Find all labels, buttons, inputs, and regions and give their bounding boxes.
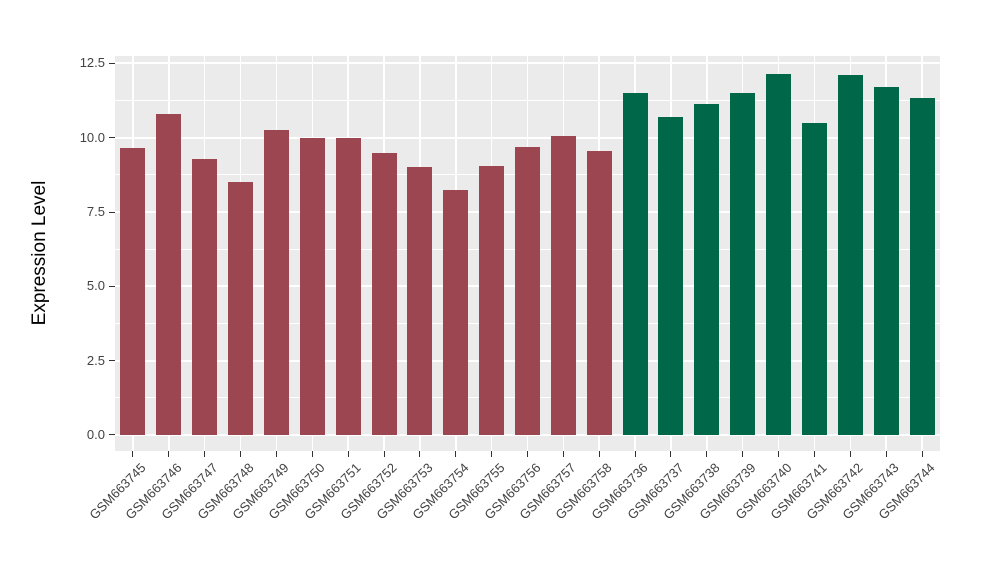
bar-gsm663739 [730, 93, 756, 435]
bar-gsm663749 [263, 130, 289, 435]
bar-gsm663744 [909, 97, 935, 435]
x-tick [204, 451, 206, 457]
y-tick-label: 12.5 [79, 55, 105, 71]
y-axis-title: Expression Level [29, 180, 50, 326]
x-tick [634, 451, 636, 457]
y-tick-label: 10.0 [79, 129, 105, 145]
y-tick-label: 0.0 [86, 426, 105, 442]
x-tick [921, 451, 923, 457]
y-tick-label: 2.5 [86, 352, 105, 368]
bar-gsm663737 [658, 116, 684, 435]
x-tick [419, 451, 421, 457]
x-tick [813, 451, 815, 457]
x-tick [527, 451, 528, 457]
bar-gsm663753 [407, 167, 433, 435]
y-tick [109, 137, 115, 139]
y-tick [109, 211, 115, 213]
bar-gsm663742 [837, 75, 863, 435]
x-tick [240, 451, 242, 457]
y-tick-label: 5.0 [86, 278, 105, 294]
y-tick [109, 360, 115, 362]
x-tick [275, 451, 277, 457]
x-tick [132, 451, 134, 457]
x-tick [742, 451, 744, 457]
bar-gsm663741 [801, 122, 827, 435]
x-tick [778, 451, 780, 457]
x-tick [562, 451, 564, 457]
bar-gsm663747 [192, 158, 218, 435]
bar-gsm663756 [515, 146, 540, 435]
bar-gsm663748 [228, 182, 254, 435]
bar-gsm663745 [120, 148, 146, 435]
x-tick [347, 451, 349, 457]
x-tick [311, 451, 313, 457]
y-tick [109, 62, 115, 64]
x-tick [383, 451, 385, 457]
bar-gsm663736 [622, 93, 648, 435]
bar-gsm663758 [586, 151, 612, 435]
bar-gsm663738 [694, 103, 720, 435]
bar-gsm663750 [299, 137, 325, 435]
x-tick [598, 451, 600, 457]
x-tick [849, 451, 851, 457]
plot-panel [115, 56, 940, 451]
bar-gsm663746 [156, 113, 182, 435]
bar-gsm663752 [371, 152, 397, 435]
bar-gsm663743 [873, 87, 899, 435]
x-tick [885, 451, 887, 457]
bar-gsm663757 [550, 136, 576, 435]
y-tick [109, 434, 115, 436]
x-tick [168, 451, 170, 457]
x-tick [491, 451, 493, 457]
x-tick [706, 451, 708, 457]
y-tick-label: 7.5 [86, 204, 105, 220]
x-tick [455, 451, 457, 457]
bar-gsm663754 [443, 189, 469, 435]
bar-gsm663755 [479, 165, 505, 435]
x-tick [670, 451, 672, 457]
bar-gsm663740 [766, 73, 792, 435]
bar-gsm663751 [335, 137, 361, 435]
y-tick [109, 285, 115, 287]
